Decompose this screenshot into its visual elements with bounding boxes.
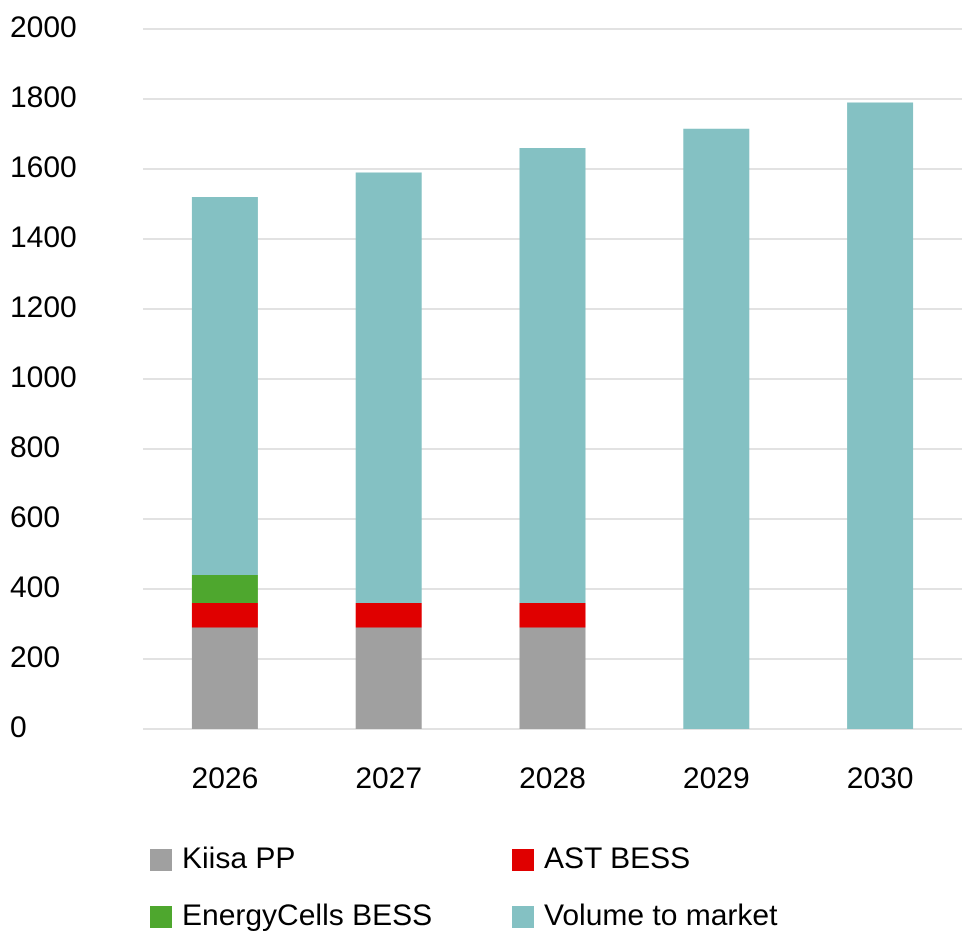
y-tick-label: 200 [10,641,60,674]
y-tick-label: 1400 [10,221,77,254]
x-tick-label: 2029 [683,762,750,795]
bar-segment [519,148,586,603]
legend-swatch [150,906,172,928]
bar-segment [355,603,422,628]
y-tick-label: 2000 [10,11,77,44]
bar-segment [355,172,422,603]
x-tick-label: 2030 [847,762,914,795]
bar-segment [847,102,914,729]
bar-segment [355,627,422,729]
legend-label: Kiisa PP [182,842,295,875]
bar-segment [191,627,258,729]
y-tick-label: 400 [10,571,60,604]
y-tick-label: 1200 [10,291,77,324]
y-tick-label: 1800 [10,81,77,114]
legend-swatch [150,849,172,871]
x-tick-label: 2026 [192,762,259,795]
bar-segment [191,575,258,603]
legend-label: EnergyCells BESS [182,899,432,932]
y-tick-label: 800 [10,431,60,464]
y-tick-label: 0 [10,711,27,744]
bar-segment [191,603,258,628]
y-tick-label: 1600 [10,151,77,184]
legend-swatch [512,849,534,871]
bar-segment [519,603,586,628]
bar-segment [519,627,586,729]
x-tick-label: 2027 [355,762,422,795]
bar-segment [191,197,258,575]
legend-swatch [512,906,534,928]
legend-label: AST BESS [544,842,690,875]
y-tick-label: 600 [10,501,60,534]
x-tick-label: 2028 [519,762,586,795]
bar-segment [683,128,750,729]
legend-label: Volume to market [544,899,778,932]
y-tick-label: 1000 [10,361,77,394]
